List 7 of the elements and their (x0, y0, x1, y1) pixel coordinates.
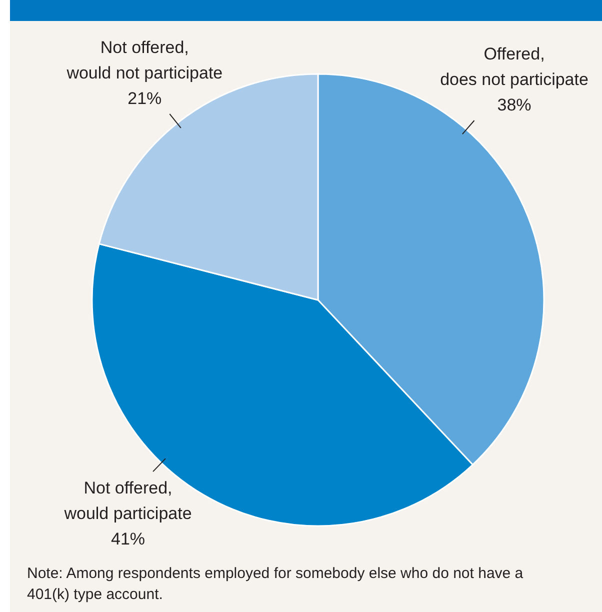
text: Note: Among respondents employed for somebody else who do not have a 401(k) type account. (27, 565, 524, 603)
data-label: 21% (128, 88, 162, 108)
slice-label: Offered, does not participate (440, 44, 588, 89)
data-label: 41% (111, 530, 146, 549)
slice-label: Not offered, would participate (63, 478, 192, 524)
data-label: 38% (497, 95, 532, 114)
slice-label: Not offered, would not participate (66, 38, 223, 82)
